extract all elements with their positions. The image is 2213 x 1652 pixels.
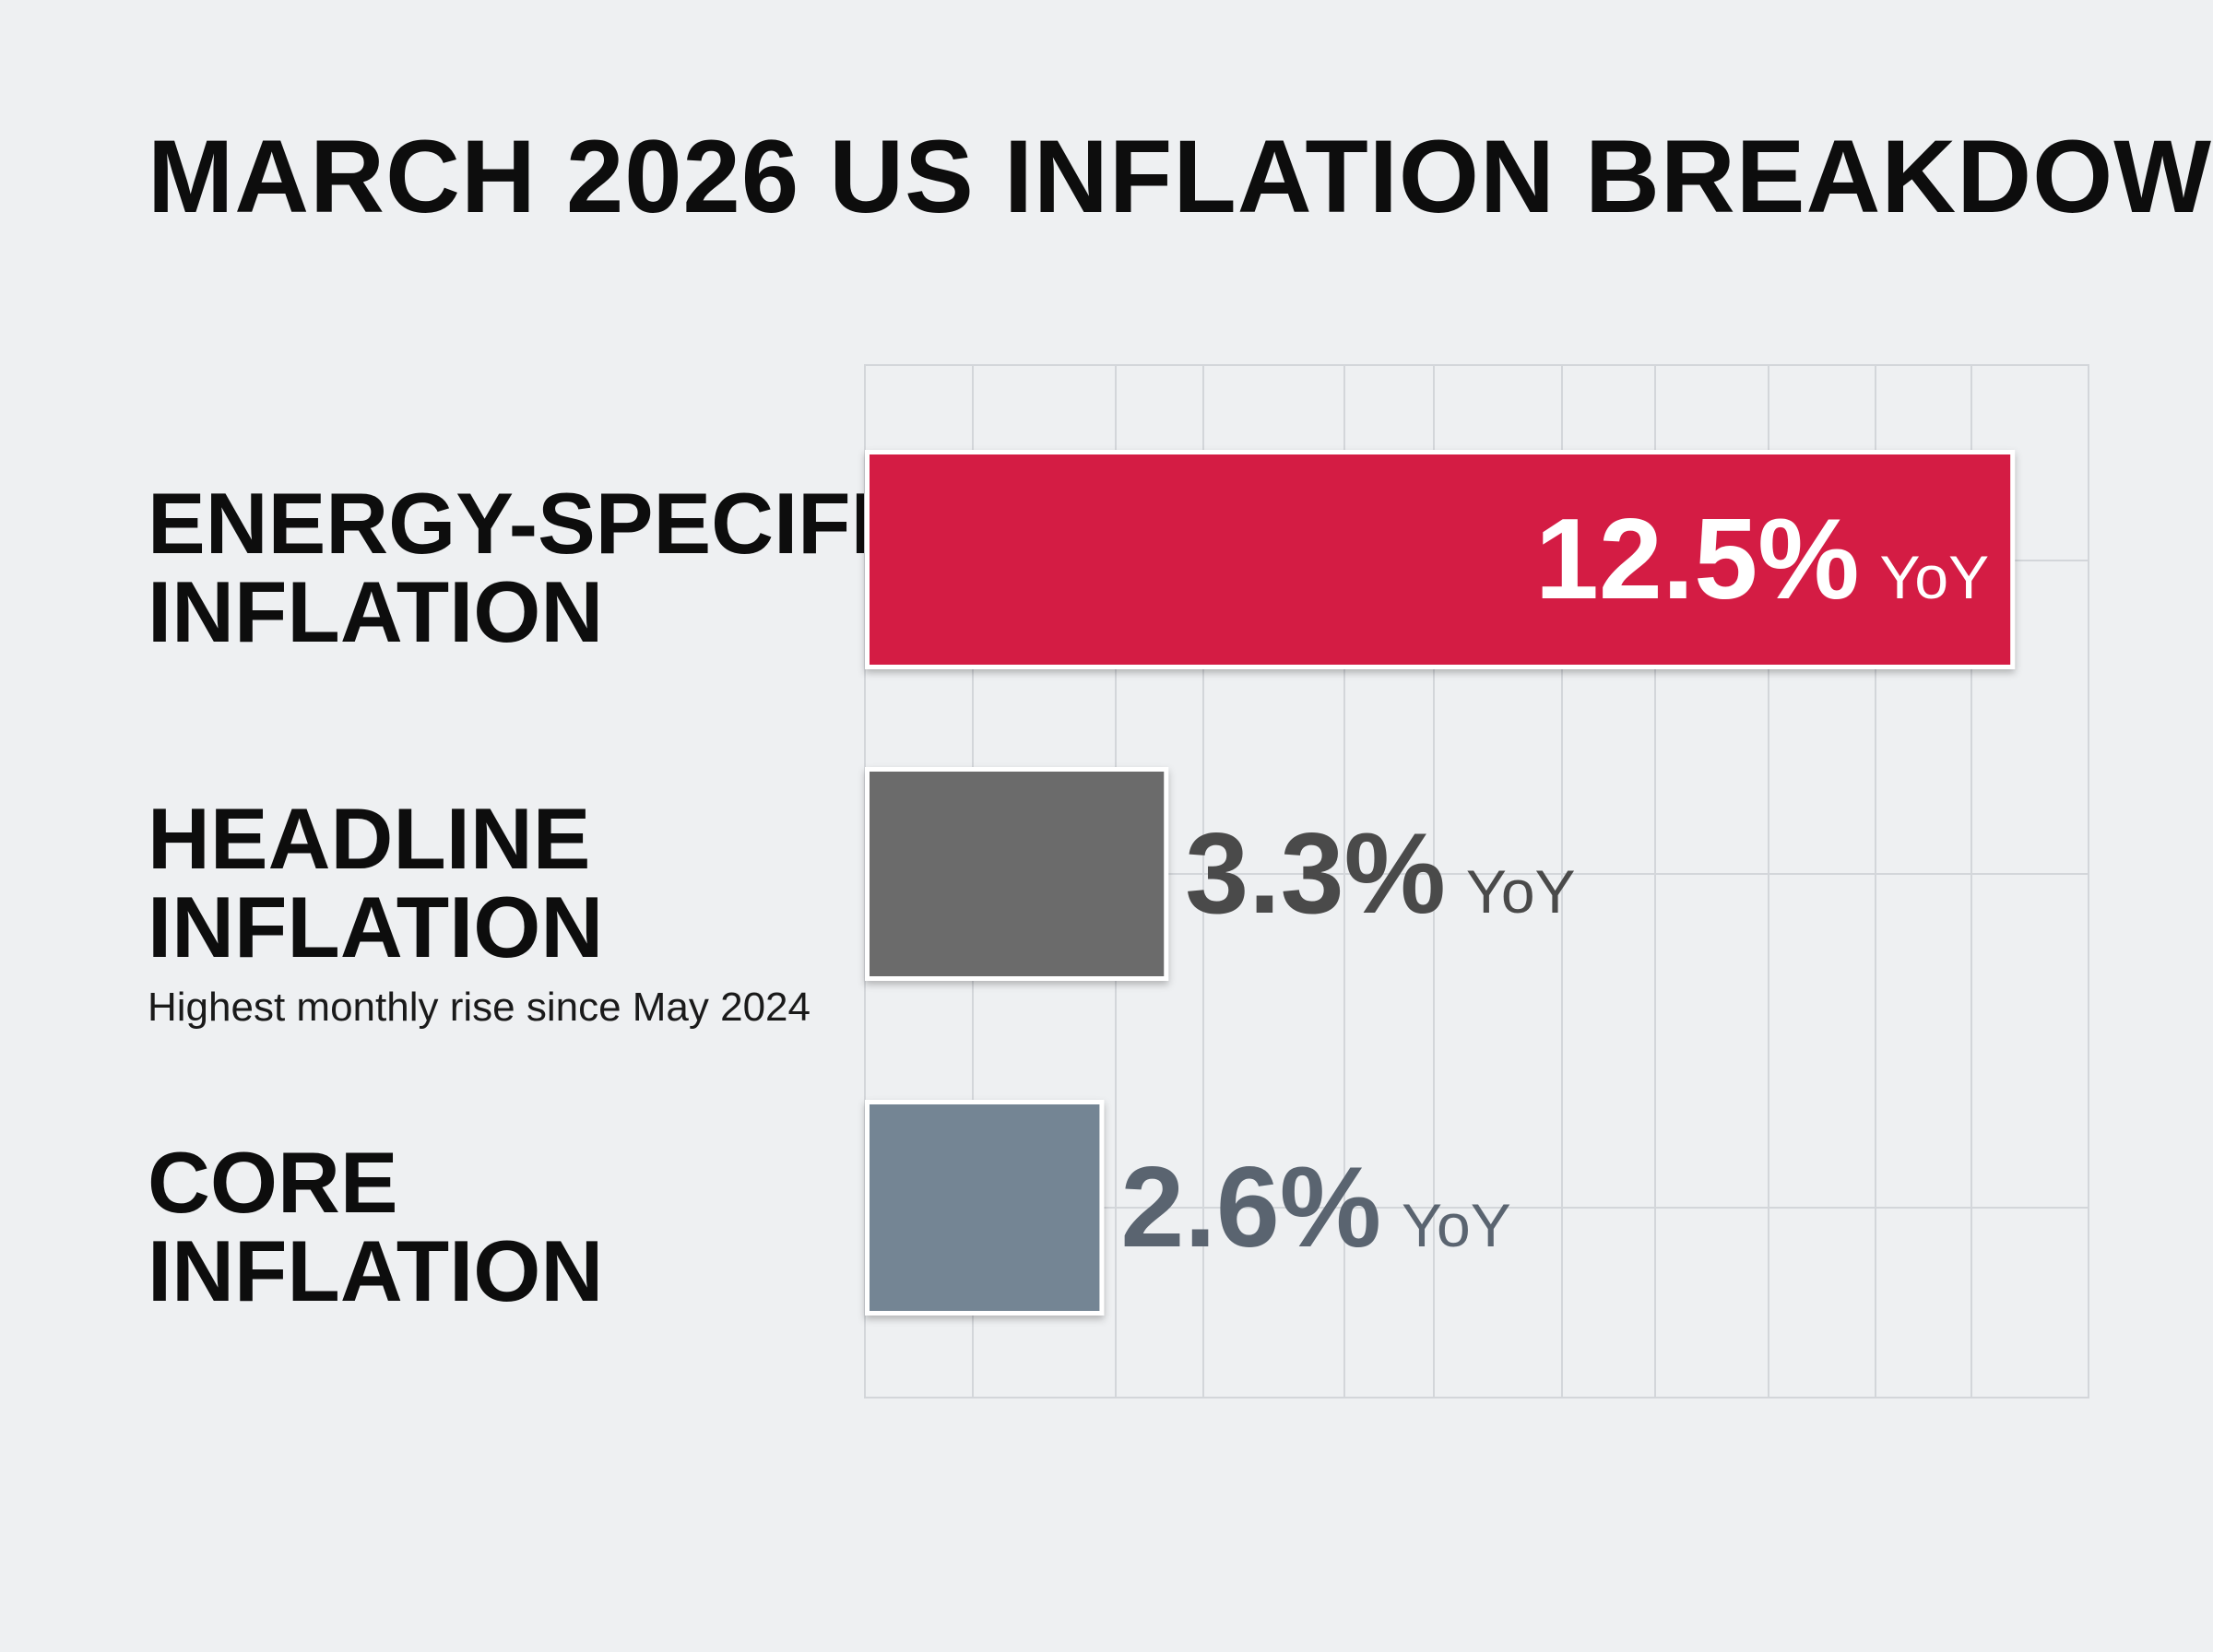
category-label-line2: INFLATION [148, 879, 604, 975]
value-label: 12.5% YoY [1535, 496, 1989, 623]
value-label: 2.6% YoY [1120, 1144, 1510, 1271]
chart-value-labels: 12.5% YoY 3.3% YoY 2.6% YoY [1120, 496, 1989, 1271]
category-label-line2: INFLATION [148, 563, 604, 660]
value-label: 3.3% YoY [1185, 810, 1575, 938]
category-label-line1: HEADLINE [148, 790, 591, 887]
category-label-line1: ENERGY-SPECIFIC [148, 475, 938, 572]
chart-title: MARCH 2026 US INFLATION BREAKDOWN [148, 119, 2213, 234]
bar [870, 454, 2011, 665]
category-note: Highest monthly rise since May 2024 [148, 985, 811, 1030]
bar [870, 772, 1165, 976]
category-label-line2: INFLATION [148, 1222, 604, 1319]
chart-bars [865, 450, 2016, 1316]
category-label-line1: CORE [148, 1134, 398, 1231]
bar [870, 1104, 1100, 1311]
